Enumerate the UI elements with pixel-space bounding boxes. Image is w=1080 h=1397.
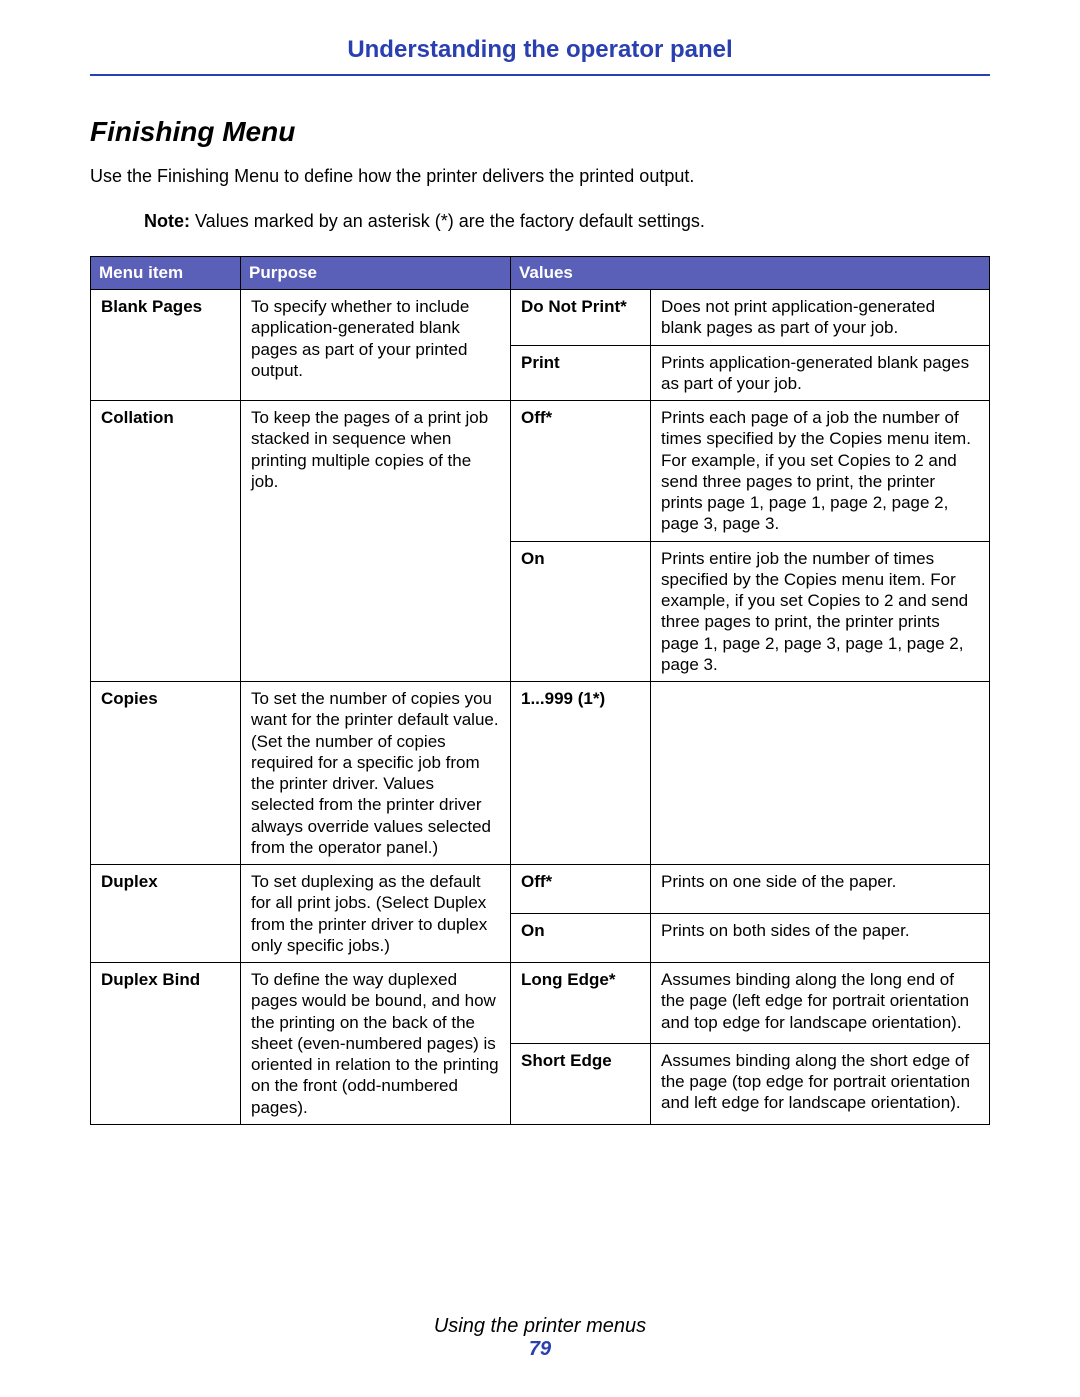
value-label: Off* xyxy=(511,401,651,542)
value-label: Off* xyxy=(511,865,651,914)
menu-item-blank-pages: Blank Pages xyxy=(91,290,241,401)
table-row: Duplex To set duplexing as the default f… xyxy=(91,865,990,914)
menu-item-copies: Copies xyxy=(91,682,241,865)
value-desc: Prints on one side of the paper. xyxy=(651,865,990,914)
section-title: Finishing Menu xyxy=(90,116,990,148)
purpose-cell: To set duplexing as the default for all … xyxy=(241,865,511,963)
col-purpose: Purpose xyxy=(241,257,511,290)
value-desc: Prints application-generated blank pages… xyxy=(651,345,990,401)
note-text: Note: Values marked by an asterisk (*) a… xyxy=(144,211,990,232)
value-desc: Does not print application-generated bla… xyxy=(651,290,990,346)
purpose-cell: To define the way duplexed pages would b… xyxy=(241,963,511,1125)
intro-text: Use the Finishing Menu to define how the… xyxy=(90,166,990,187)
value-desc: Assumes binding along the long end of th… xyxy=(651,963,990,1044)
value-desc: Assumes binding along the short edge of … xyxy=(651,1043,990,1124)
value-label: On xyxy=(511,914,651,963)
value-label: 1...999 (1*) xyxy=(511,682,651,865)
page-header-title: Understanding the operator panel xyxy=(90,36,990,74)
value-desc: Prints each page of a job the number of … xyxy=(651,401,990,542)
value-label: Do Not Print* xyxy=(511,290,651,346)
value-label: Long Edge* xyxy=(511,963,651,1044)
table-header-row: Menu item Purpose Values xyxy=(91,257,990,290)
value-label: Print xyxy=(511,345,651,401)
table-row: Collation To keep the pages of a print j… xyxy=(91,401,990,542)
note-label: Note: xyxy=(144,211,190,231)
finishing-menu-table: Menu item Purpose Values Blank Pages To … xyxy=(90,256,990,1125)
table-row: Duplex Bind To define the way duplexed p… xyxy=(91,963,990,1044)
header-rule xyxy=(90,74,990,76)
menu-item-collation: Collation xyxy=(91,401,241,682)
value-desc: Prints on both sides of the paper. xyxy=(651,914,990,963)
purpose-cell: To keep the pages of a print job stacked… xyxy=(241,401,511,682)
footer-section-name: Using the printer menus xyxy=(0,1315,1080,1338)
document-page: Understanding the operator panel Finishi… xyxy=(0,0,1080,1397)
value-label: On xyxy=(511,541,651,682)
menu-item-duplex: Duplex xyxy=(91,865,241,963)
value-desc: Prints entire job the number of times sp… xyxy=(651,541,990,682)
menu-item-duplex-bind: Duplex Bind xyxy=(91,963,241,1125)
footer-page-number: 79 xyxy=(0,1338,1080,1361)
page-footer: Using the printer menus 79 xyxy=(0,1315,1080,1361)
value-label: Short Edge xyxy=(511,1043,651,1124)
col-menu-item: Menu item xyxy=(91,257,241,290)
note-body: Values marked by an asterisk (*) are the… xyxy=(195,211,705,231)
table-row: Copies To set the number of copies you w… xyxy=(91,682,990,865)
value-desc xyxy=(651,682,990,865)
col-values: Values xyxy=(511,257,990,290)
table-row: Blank Pages To specify whether to includ… xyxy=(91,290,990,346)
purpose-cell: To specify whether to include applicatio… xyxy=(241,290,511,401)
purpose-cell: To set the number of copies you want for… xyxy=(241,682,511,865)
